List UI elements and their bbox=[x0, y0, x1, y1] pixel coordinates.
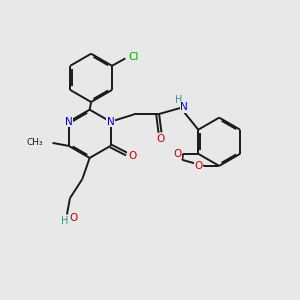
Text: O: O bbox=[69, 213, 78, 223]
Text: O: O bbox=[128, 151, 136, 160]
Text: O: O bbox=[156, 134, 164, 144]
Text: O: O bbox=[173, 149, 182, 159]
Text: H: H bbox=[61, 216, 68, 226]
Text: N: N bbox=[107, 117, 114, 127]
Text: H: H bbox=[175, 94, 182, 105]
Text: CH₃: CH₃ bbox=[26, 138, 43, 147]
Text: N: N bbox=[65, 117, 73, 127]
Text: O: O bbox=[194, 161, 203, 171]
Text: N: N bbox=[180, 102, 188, 112]
Text: Cl: Cl bbox=[128, 52, 138, 62]
